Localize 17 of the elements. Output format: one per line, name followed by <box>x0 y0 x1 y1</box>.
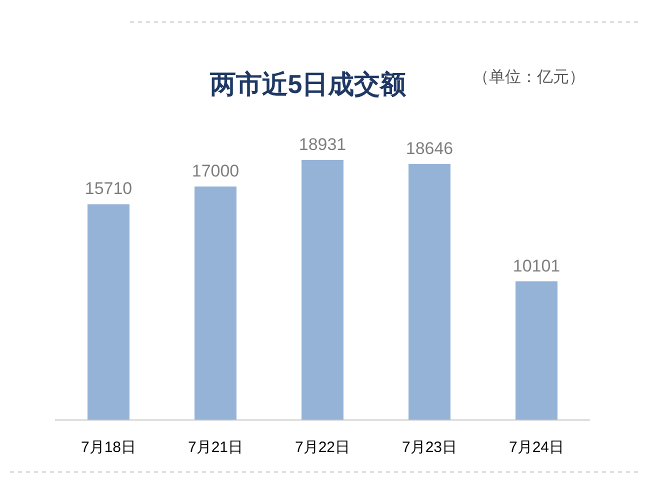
x-tick-label: 7月24日 <box>508 439 564 456</box>
data-label: 10101 <box>512 256 560 276</box>
data-label: 17000 <box>192 162 240 181</box>
x-tick-label: 7月18日 <box>80 439 136 456</box>
x-tick-label: 7月23日 <box>402 439 458 456</box>
text: （单位：亿元） <box>473 68 585 86</box>
bar <box>408 164 450 420</box>
bar <box>302 160 344 420</box>
chart-title: 两市近5日成交额 <box>208 69 408 99</box>
data-label: 15710 <box>84 179 132 198</box>
bar <box>194 186 236 420</box>
x-tick-label: 7月21日 <box>188 439 244 456</box>
x-tick-label: 7月22日 <box>294 439 350 456</box>
data-label: 18646 <box>406 138 454 158</box>
bar <box>88 204 130 420</box>
data-label: 18931 <box>298 135 346 154</box>
bar <box>516 281 558 420</box>
